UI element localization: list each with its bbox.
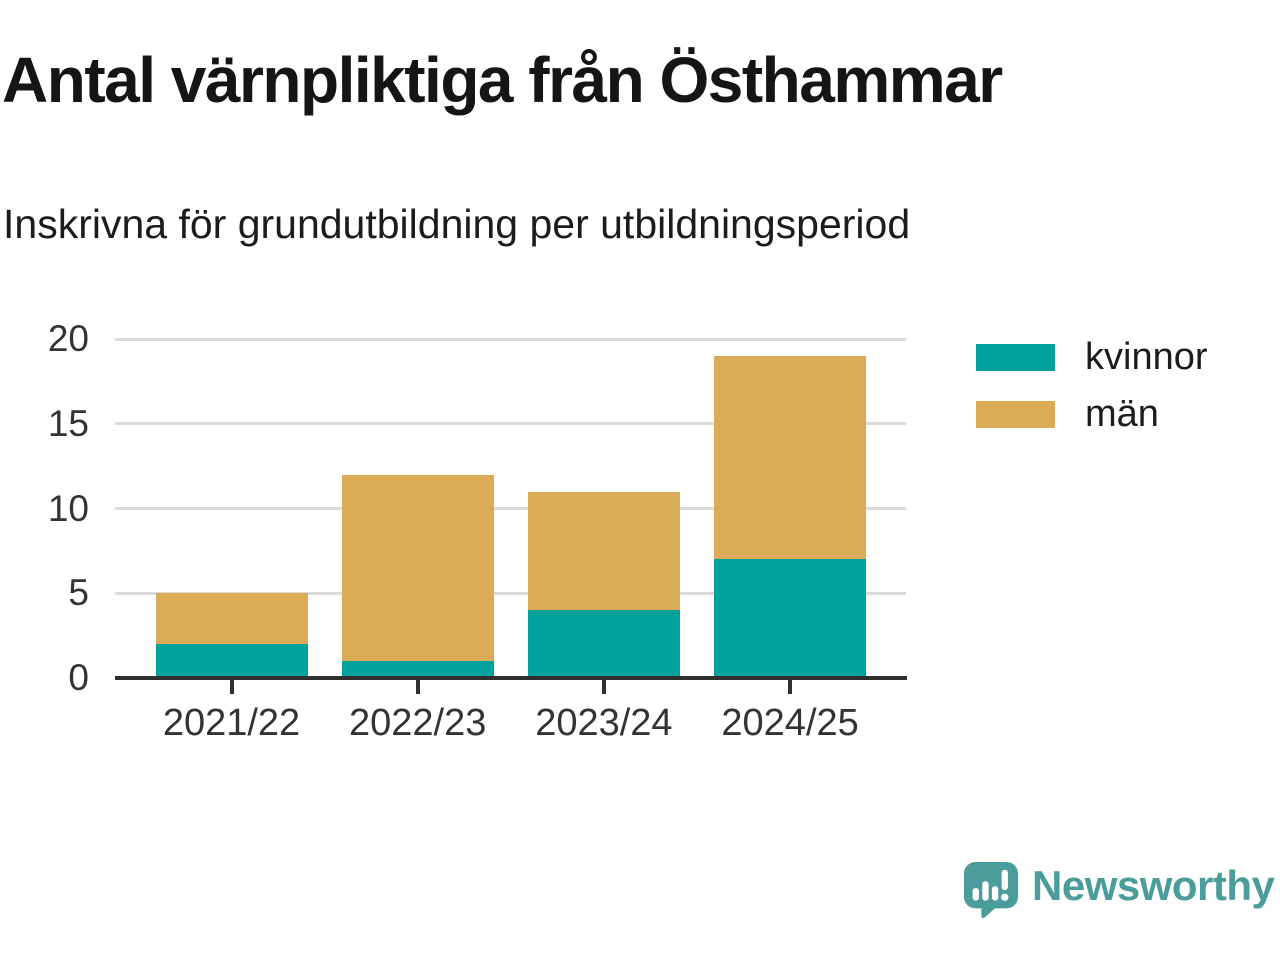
x-axis-tick [229,680,234,694]
legend-label-kvinnor: kvinnor [1085,336,1208,378]
page-title: Antal värnpliktiga från Östhammar [2,44,1003,116]
x-axis-tick-label: 2024/25 [721,702,859,744]
y-axis-tick-label: 15 [47,402,89,444]
x-axis-line [115,676,907,680]
bar-2022/23-män [341,474,494,662]
bar-2021/22-kvinnor [155,644,308,678]
y-gridline-20 [115,337,906,341]
x-axis-tick [601,680,606,694]
chart-legend: kvinnor män [976,336,1208,458]
legend-swatch-man [976,401,1055,428]
legend-swatch-kvinnor [976,344,1055,371]
newsworthy-brand: Newsworthy [962,860,1275,920]
x-axis-tick-label: 2023/24 [535,702,673,744]
bar-2022/23-kvinnor [341,661,494,678]
x-axis-tick [788,680,793,694]
x-axis-tick-label: 2022/23 [349,702,487,744]
y-axis-tick-label: 5 [68,572,89,614]
y-gridline-10 [115,507,906,510]
x-axis-tick [415,680,420,694]
newsworthy-wordmark: Newsworthy [1032,862,1275,909]
page-subtitle: Inskrivna för grundutbildning per utbild… [3,201,911,247]
legend-item-man: män [976,393,1208,435]
legend-label-man: män [1085,393,1159,435]
bar-2024/25-kvinnor [714,559,867,678]
bar-2023/24-kvinnor [527,610,680,678]
y-axis-tick-label: 0 [68,657,89,698]
y-gridline-15 [115,422,906,426]
newsworthy-logo-icon [963,861,1019,919]
y-axis-tick-label: 20 [47,318,89,359]
bar-2023/24-män [527,491,680,611]
bar-2024/25-män [714,355,867,560]
y-gridline-5 [115,591,906,595]
legend-item-kvinnor: kvinnor [976,336,1208,378]
y-axis-tick-label: 10 [47,487,89,529]
bar-2021/22-män [155,593,308,645]
x-axis-tick-label: 2021/22 [162,702,301,744]
